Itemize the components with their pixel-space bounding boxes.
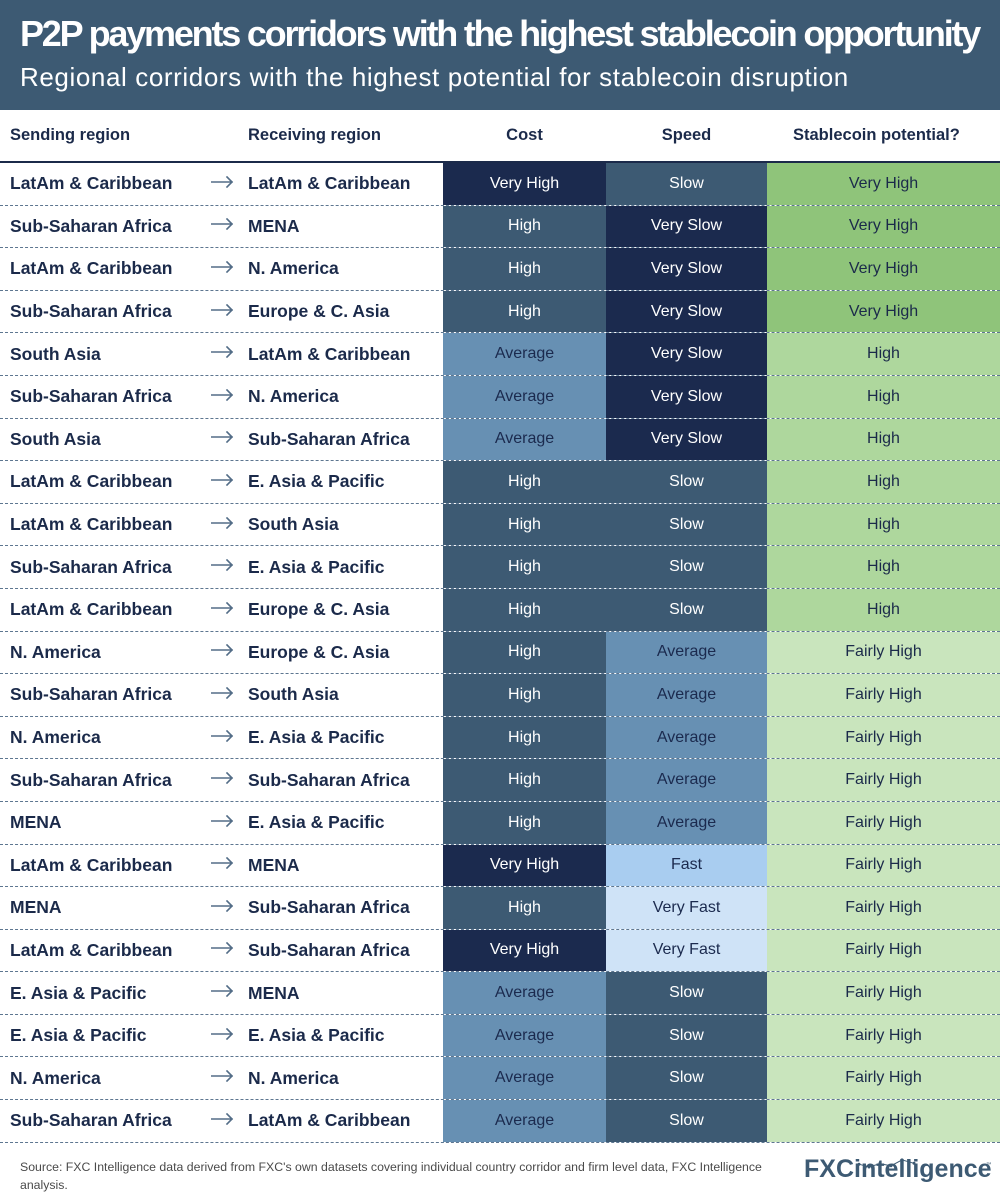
- svg-text:™: ™: [986, 1162, 992, 1168]
